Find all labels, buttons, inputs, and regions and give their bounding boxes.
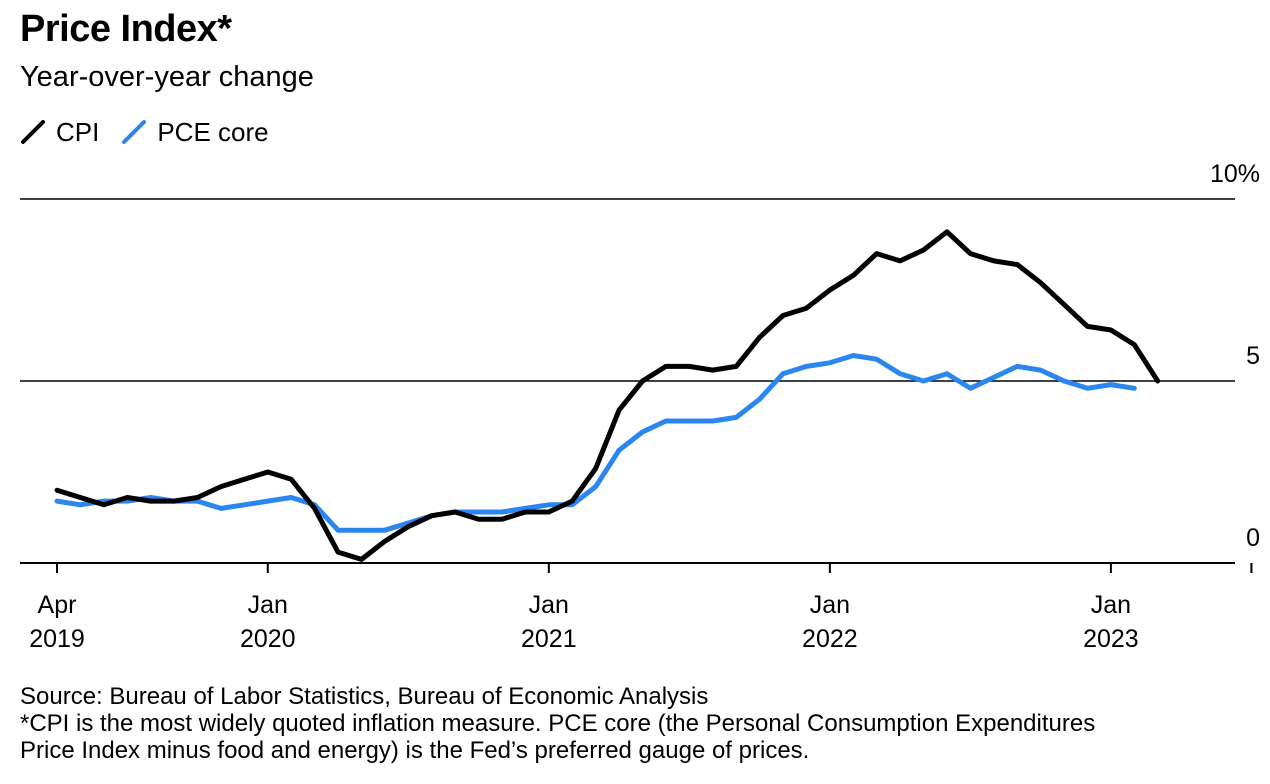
x-tick-label-year-2019: 2019 [29,625,85,653]
x-tick-label-month-2020: Jan [248,591,288,619]
y-tick-label-10: 10% [1210,160,1260,188]
legend-label-pce-core: PCE core [157,116,269,147]
footnote-line-2: Price Index minus food and energy) is th… [20,737,810,764]
y-tick-label-5: 5 [1246,342,1260,370]
legend-swatch-cpi [21,120,45,144]
legend: CPI PCE core [20,114,291,150]
x-tick-label-year-2023: 2023 [1083,625,1139,653]
footnotes: Source: Bureau of Labor Statistics, Bure… [20,683,1255,764]
series-line-pce-core [54,353,1137,533]
series-line-cpi [54,229,1161,562]
legend-item-pce-core: PCE core [121,116,269,148]
x-tick-label-month-2023: Jan [1091,591,1131,619]
chart-subtitle: Year-over-year change [20,61,314,93]
x-tick-label-year-2022: 2022 [802,625,858,653]
x-tick-label-year-2021: 2021 [521,625,577,653]
x-tick-label-year-2020: 2020 [240,625,296,653]
x-tick-label-month-2019: Apr [38,591,77,619]
line-chart: 10% 5 0 Apr 2019 Jan 2020 Jan 2021 Jan 2022 Jan 2023 [20,160,1260,653]
chart-title: Price Index* [20,8,232,50]
x-tick-label-month-2021: Jan [529,591,569,619]
legend-item-cpi: CPI [20,117,99,148]
legend-label-cpi: CPI [56,116,100,147]
y-tick-label-0: 0 [1246,524,1260,552]
source-note: Source: Bureau of Labor Statistics, Bure… [20,683,709,710]
legend-swatch-pce-core [122,120,147,144]
x-tick-label-month-2022: Jan [810,591,850,619]
footnote-line-1: *CPI is the most widely quoted inflation… [20,710,1096,737]
